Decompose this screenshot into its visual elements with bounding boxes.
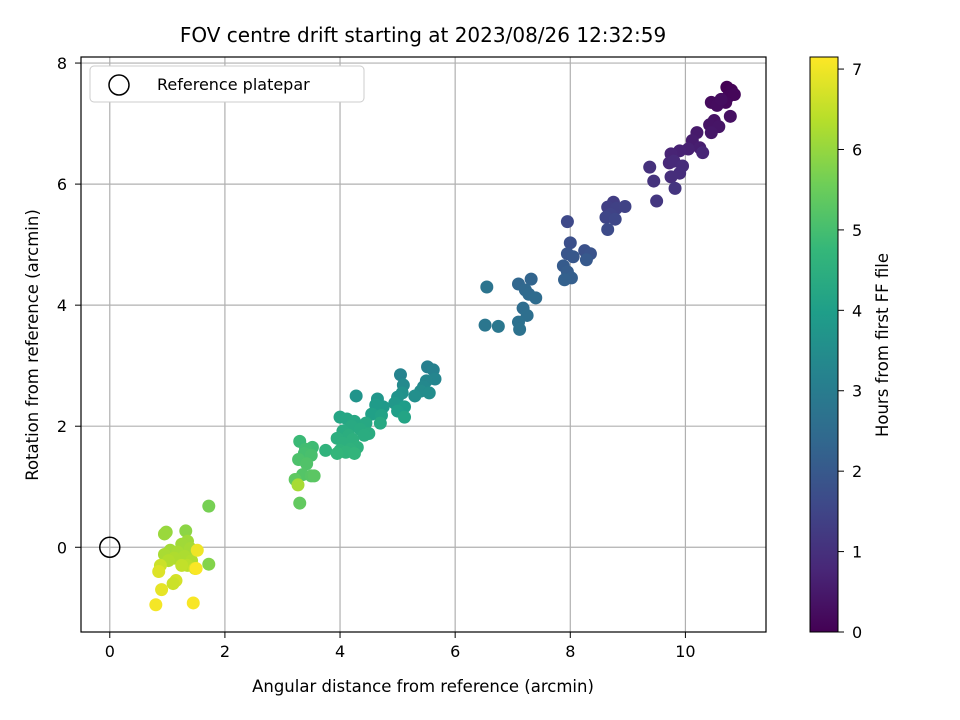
data-point xyxy=(608,212,622,226)
y-tick-label: 2 xyxy=(57,417,67,436)
legend-open-circle-marker xyxy=(108,74,130,96)
data-point xyxy=(558,273,572,287)
data-point xyxy=(357,428,371,442)
reference-platepar-marker xyxy=(99,536,121,559)
colorbar-ticks: 0 1 2 3 4 5 6 7 xyxy=(838,60,862,642)
colorbar-tick-label: 5 xyxy=(852,221,862,240)
y-tick-label: 4 xyxy=(57,296,67,315)
y-tick-label: 0 xyxy=(57,538,67,557)
data-point xyxy=(727,88,741,102)
data-point xyxy=(398,410,412,424)
data-point xyxy=(307,469,321,483)
data-point xyxy=(373,416,387,430)
data-point xyxy=(190,543,204,557)
y-tick-label: 8 xyxy=(57,54,67,73)
data-point xyxy=(478,318,492,332)
reference-marker xyxy=(99,536,121,559)
colorbar-tick-label: 0 xyxy=(852,623,862,642)
data-point xyxy=(560,215,574,229)
legend-label: Reference platepar xyxy=(157,75,310,94)
data-point xyxy=(202,499,216,513)
x-tick-label: 10 xyxy=(675,642,695,661)
data-point xyxy=(647,174,661,188)
data-point xyxy=(189,561,203,575)
colorbar-tick-label: 1 xyxy=(852,543,862,562)
data-point xyxy=(291,478,305,492)
data-point xyxy=(166,577,180,591)
x-tick-label: 6 xyxy=(450,642,460,661)
data-point xyxy=(696,146,710,160)
colorbar-tick-label: 2 xyxy=(852,462,862,481)
data-point xyxy=(723,109,737,123)
data-point xyxy=(293,496,307,510)
y-tick-label: 6 xyxy=(57,175,67,194)
chart-title: FOV centre drift starting at 2023/08/26 … xyxy=(180,23,666,47)
data-point xyxy=(330,446,344,460)
x-axis-ticks: 0 2 4 6 8 10 xyxy=(105,632,696,661)
data-point xyxy=(566,250,580,264)
data-point xyxy=(179,524,193,538)
data-point xyxy=(175,558,189,572)
data-points xyxy=(149,80,741,612)
x-axis-label: Angular distance from reference (arcmin) xyxy=(252,677,594,696)
plot-frame xyxy=(80,56,767,633)
data-point xyxy=(347,446,361,460)
y-axis-label: Rotation from reference (arcmin) xyxy=(23,209,42,481)
x-tick-label: 2 xyxy=(220,642,230,661)
data-point xyxy=(714,92,728,106)
data-point xyxy=(155,583,169,597)
colorbar: 0 1 2 3 4 5 6 7 Hours from first FF file xyxy=(809,56,892,642)
data-point xyxy=(300,457,314,471)
legend-box xyxy=(89,65,365,103)
data-point xyxy=(422,386,436,400)
data-point xyxy=(704,126,718,140)
colorbar-label: Hours from first FF file xyxy=(873,253,892,437)
x-tick-label: 8 xyxy=(565,642,575,661)
legend: Reference platepar xyxy=(89,65,365,103)
colorbar-tick-label: 3 xyxy=(852,382,862,401)
data-point xyxy=(480,280,494,294)
data-point xyxy=(186,596,200,610)
data-point xyxy=(202,557,216,571)
data-point xyxy=(319,443,333,457)
data-point xyxy=(601,223,615,236)
data-point xyxy=(529,291,543,305)
data-point xyxy=(152,564,166,578)
data-point xyxy=(157,527,171,541)
x-tick-label: 4 xyxy=(335,642,345,661)
data-point xyxy=(650,194,664,208)
data-point xyxy=(579,253,593,267)
data-point xyxy=(491,319,505,333)
data-point xyxy=(149,598,163,612)
colorbar-tick-label: 7 xyxy=(852,60,862,79)
data-point xyxy=(563,236,577,250)
data-point xyxy=(664,170,678,184)
data-point xyxy=(668,181,682,195)
data-point xyxy=(408,389,422,403)
data-point xyxy=(513,322,527,336)
x-tick-label: 0 xyxy=(105,642,115,661)
data-point xyxy=(524,272,538,286)
colorbar-tick-label: 6 xyxy=(852,140,862,159)
y-axis-ticks: 0 2 4 6 8 xyxy=(57,54,81,557)
data-point xyxy=(349,389,363,403)
colorbar-gradient xyxy=(809,56,839,633)
colorbar-tick-label: 4 xyxy=(852,301,862,320)
data-point xyxy=(393,368,407,382)
data-point xyxy=(618,200,632,213)
data-point xyxy=(643,160,657,174)
